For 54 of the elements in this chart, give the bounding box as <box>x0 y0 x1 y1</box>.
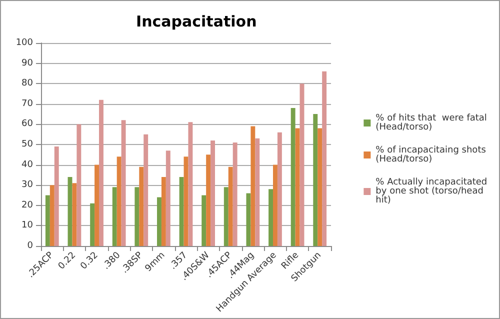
bar <box>250 126 256 246</box>
y-tick-label: 20 <box>22 200 34 210</box>
bar <box>179 176 184 246</box>
bar <box>116 156 122 246</box>
bar <box>166 150 170 246</box>
bar <box>139 166 144 246</box>
bar <box>188 122 193 246</box>
bar <box>112 187 117 246</box>
bar <box>268 189 273 246</box>
bar <box>99 100 104 246</box>
y-tick-label: 60 <box>22 119 34 130</box>
bar <box>290 108 296 246</box>
y-tick-label: 100 <box>16 38 34 48</box>
bar <box>184 156 188 246</box>
bar <box>54 146 59 246</box>
bar <box>210 140 215 246</box>
bar <box>232 142 238 246</box>
bar <box>50 185 54 246</box>
y-tick-label: 70 <box>22 98 34 109</box>
legend-label: % of incapacitaing shots (Head/torso) <box>376 146 486 164</box>
bar <box>144 134 148 246</box>
bar <box>157 197 162 246</box>
y-tick-label: 90 <box>22 58 34 68</box>
bar <box>202 195 206 246</box>
bar <box>68 176 72 246</box>
legend-label: % of hits that were fatal (Head/torso) <box>376 114 487 132</box>
bar <box>300 84 304 246</box>
bar <box>72 183 77 246</box>
bar <box>45 195 50 246</box>
bar <box>273 164 278 246</box>
bar <box>277 132 282 246</box>
y-tick-label: 50 <box>22 140 34 150</box>
y-tick-label: 0 <box>27 241 34 251</box>
y-tick-label: 30 <box>22 180 34 190</box>
bar <box>246 193 251 246</box>
bar <box>318 128 322 246</box>
bar <box>313 114 318 246</box>
bar <box>224 187 228 246</box>
bar <box>295 128 300 246</box>
y-tick-label: 40 <box>22 160 34 170</box>
bar <box>228 166 233 246</box>
y-tick-label: 10 <box>22 220 34 231</box>
bar <box>322 71 327 246</box>
bar <box>76 124 82 246</box>
bar <box>255 138 260 246</box>
bar <box>161 176 166 246</box>
chart-title: Incapacitation <box>136 12 257 30</box>
y-tick-label: 80 <box>22 78 34 89</box>
bar <box>134 187 140 246</box>
legend-label: % Actually incapacitated by one shot (torso/head hit) <box>376 178 490 206</box>
bar <box>94 164 99 246</box>
bar <box>90 203 95 246</box>
bar <box>121 120 126 246</box>
bar <box>206 154 211 246</box>
